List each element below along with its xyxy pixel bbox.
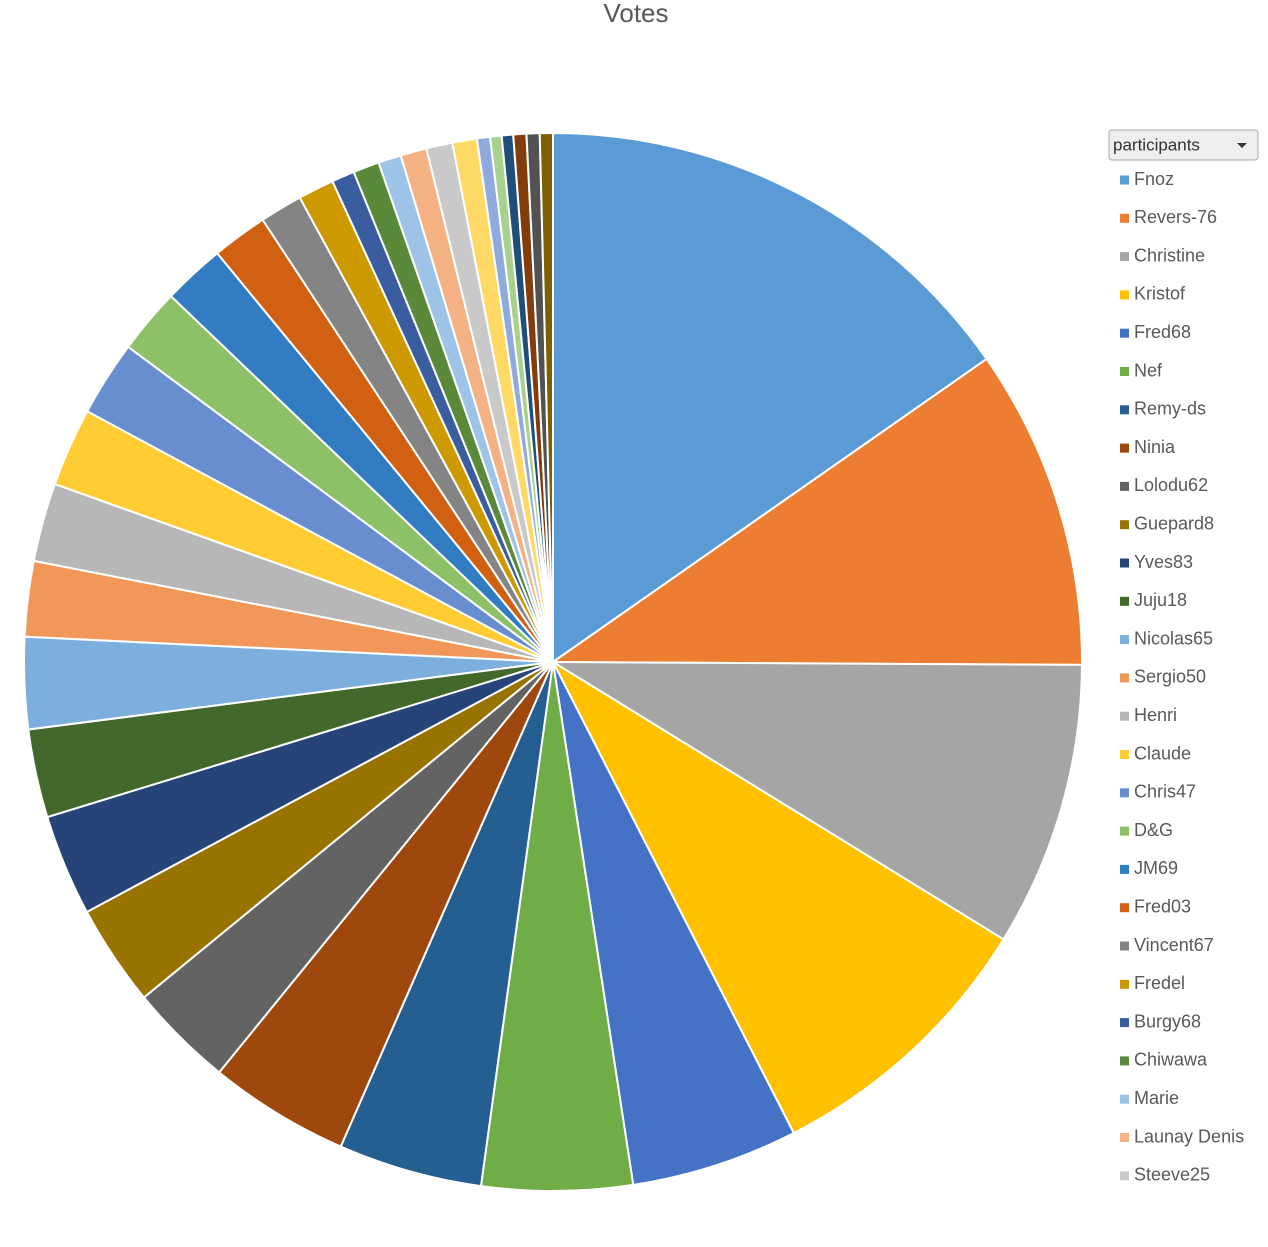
- legend-swatch: [1120, 826, 1129, 836]
- legend-label: Revers-76: [1134, 207, 1217, 227]
- pie-slice: [549, 660, 1083, 941]
- legend-label: Kristof: [1134, 284, 1186, 304]
- legend-label: JM69: [1134, 858, 1178, 878]
- legend-swatch: [1120, 750, 1129, 759]
- legend-swatch: [1120, 290, 1129, 300]
- legend-label: Remy-ds: [1134, 399, 1206, 419]
- legend-swatch: [1120, 864, 1129, 874]
- legend-label: Launay Denis: [1134, 1126, 1244, 1146]
- pie-slice: [549, 357, 1083, 666]
- legend-label: Nicolas65: [1134, 628, 1213, 648]
- legend-swatch: [1120, 175, 1129, 185]
- legend-swatch: [1120, 1018, 1129, 1028]
- legend-label: Henri: [1134, 705, 1177, 725]
- legend-label: Lolodu62: [1134, 475, 1208, 495]
- legend-label: Marie: [1134, 1088, 1179, 1108]
- legend-label: Burgy68: [1134, 1011, 1201, 1031]
- legend-label: Guepard8: [1134, 513, 1214, 533]
- legend-swatch: [1120, 635, 1129, 645]
- legend-swatch: [1120, 443, 1129, 453]
- legend-label: Chiwawa: [1134, 1050, 1208, 1070]
- legend-swatch: [1120, 788, 1129, 798]
- legend-label: Claude: [1134, 743, 1191, 763]
- legend-swatch: [1120, 367, 1129, 376]
- legend-dropdown[interactable]: participants: [1108, 129, 1259, 161]
- legend-label: Fnoz: [1134, 169, 1174, 189]
- legend-swatch: [1120, 979, 1129, 989]
- pie-slice: [550, 659, 1005, 1135]
- legend-label: Juju18: [1134, 590, 1187, 610]
- legend-label: Fredel: [1134, 973, 1185, 993]
- pie-slice: [552, 131, 989, 664]
- legend-swatch: [1120, 903, 1129, 913]
- legend-swatch: [1120, 520, 1129, 530]
- legend-swatch: [1120, 673, 1129, 683]
- legend-label: Fred68: [1134, 322, 1191, 342]
- legend-swatch: [1120, 405, 1129, 415]
- legend-swatch: [1120, 481, 1129, 491]
- dropdown-arrow[interactable]: [1237, 143, 1247, 148]
- legend-label: Ninia: [1134, 437, 1176, 457]
- legend-label: Sergio50: [1134, 667, 1206, 687]
- legend-swatch: [1120, 1171, 1129, 1181]
- legend-label: Yves83: [1134, 552, 1193, 572]
- legend-swatch: [1120, 328, 1129, 338]
- legend-swatch: [1120, 558, 1129, 568]
- legend-swatch: [1120, 596, 1129, 606]
- legend-title[interactable]: participants: [1113, 135, 1200, 154]
- legend-swatch: [1120, 711, 1129, 721]
- legend-label: D&G: [1134, 820, 1173, 840]
- legend-label: Nef: [1134, 360, 1163, 380]
- legend-swatch: [1120, 1056, 1129, 1066]
- legend-label: Fred03: [1134, 896, 1191, 916]
- legend-swatch: [1120, 213, 1129, 223]
- legend-label: Vincent67: [1134, 935, 1214, 955]
- legend-swatch: [1120, 1094, 1129, 1104]
- legend-swatch: [1120, 1133, 1129, 1142]
- pie-slice: [538, 131, 554, 663]
- chart-title: Votes: [603, 0, 668, 28]
- legend-swatch: [1120, 941, 1129, 951]
- legend-label: Chris47: [1134, 782, 1196, 802]
- legend-label: Christine: [1134, 245, 1205, 265]
- legend-label: Steeve25: [1134, 1165, 1210, 1185]
- legend-swatch: [1120, 252, 1129, 262]
- dropdown-box[interactable]: [1108, 129, 1259, 161]
